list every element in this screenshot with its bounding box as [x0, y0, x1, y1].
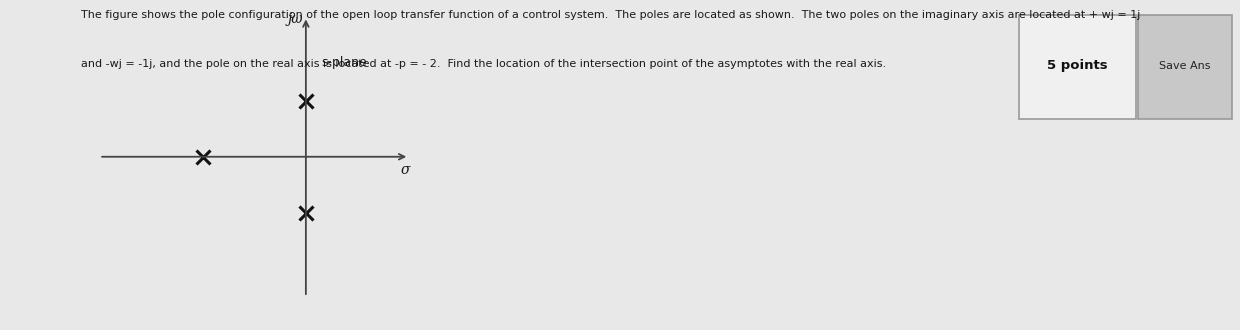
FancyBboxPatch shape: [1138, 15, 1231, 119]
FancyBboxPatch shape: [1019, 15, 1136, 119]
Text: jω: jω: [288, 12, 304, 26]
Text: σ: σ: [401, 163, 410, 178]
Text: and -wj = -1j, and the pole on the real axis is located at -p = - 2.  Find the l: and -wj = -1j, and the pole on the real …: [81, 59, 885, 69]
Text: s-plane: s-plane: [321, 56, 367, 69]
Text: 5 points: 5 points: [1048, 59, 1107, 73]
Text: The figure shows the pole configuration of the open loop transfer function of a : The figure shows the pole configuration …: [81, 10, 1140, 20]
Text: Save Ans: Save Ans: [1159, 61, 1210, 71]
